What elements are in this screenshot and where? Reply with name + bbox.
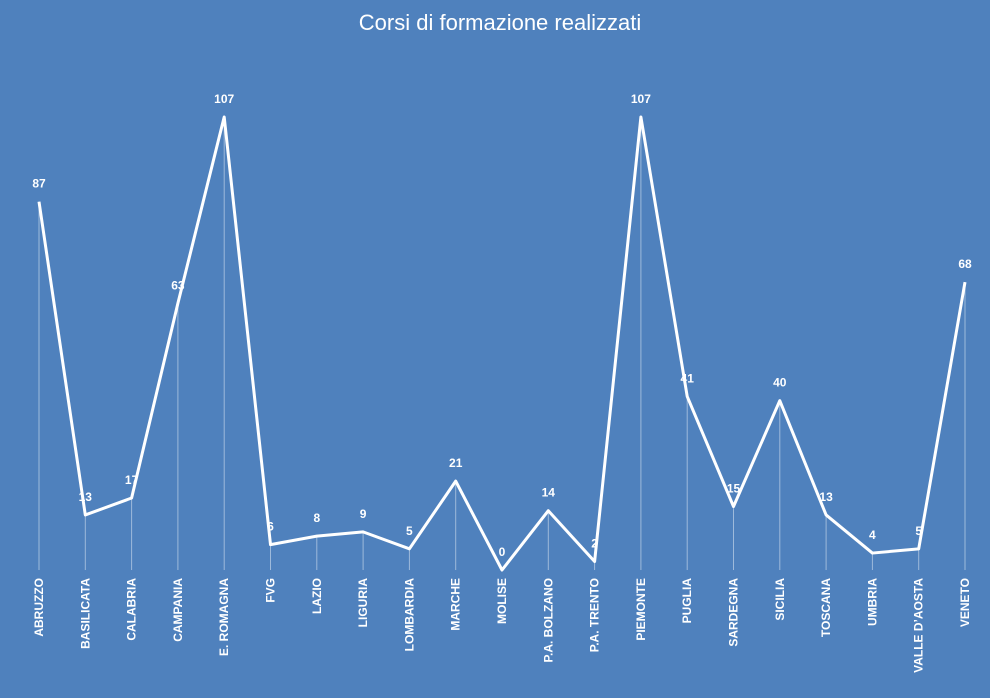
- data-label: 4: [869, 528, 876, 542]
- x-tick-label: CALABRIA: [125, 578, 139, 641]
- data-label: 13: [79, 490, 93, 504]
- data-label: 14: [542, 486, 556, 500]
- x-tick-label: FVG: [264, 578, 278, 603]
- x-tick-label: PIEMONTE: [634, 578, 648, 641]
- x-tick-label: VENETO: [958, 578, 972, 627]
- x-tick-label: LIGURIA: [356, 578, 370, 628]
- line: [37, 115, 967, 572]
- data-label: 13: [819, 490, 833, 504]
- data-label: 107: [214, 92, 234, 106]
- x-tick-label: UMBRIA: [865, 578, 879, 626]
- data-label: 17: [125, 473, 139, 487]
- x-tick-label: ABRUZZO: [32, 578, 46, 637]
- chart-title: Corsi di formazione realizzati: [359, 10, 641, 35]
- data-label: 5: [406, 524, 413, 538]
- data-label: 5: [915, 524, 922, 538]
- x-tick-label: SARDEGNA: [727, 578, 741, 647]
- data-label: 9: [360, 507, 367, 521]
- x-tick-label: CAMPANIA: [171, 578, 185, 642]
- data-label: 2: [591, 537, 598, 551]
- x-tick-label: LOMBARDIA: [402, 578, 416, 652]
- x-tick-label: SICILIA: [773, 578, 787, 621]
- x-tick-label: P.A. BOLZANO: [541, 578, 555, 662]
- data-label: 0: [499, 545, 506, 559]
- data-label: 107: [631, 92, 651, 106]
- data-label: 63: [171, 278, 185, 292]
- x-tick-label: PUGLIA: [680, 578, 694, 624]
- data-label: 87: [32, 177, 46, 191]
- x-tick-label: VALLE D’AOSTA: [912, 578, 926, 673]
- x-tick-label: BASILICATA: [78, 578, 92, 649]
- data-label: 40: [773, 376, 787, 390]
- data-label: 41: [681, 371, 695, 385]
- x-tick-label: LAZIO: [310, 578, 324, 614]
- x-tick-label: P.A. TRENTO: [588, 578, 602, 652]
- data-label: 8: [313, 511, 320, 525]
- data-label: 15: [727, 481, 741, 495]
- x-tick-label: TOSCANA: [819, 578, 833, 637]
- x-tick-label: E. ROMAGNA: [217, 578, 231, 656]
- data-label: 6: [267, 520, 274, 534]
- x-tick-label: MARCHE: [449, 578, 463, 631]
- x-tick-label: MOLISE: [495, 578, 509, 624]
- data-label: 68: [958, 257, 972, 271]
- data-label: 21: [449, 456, 463, 470]
